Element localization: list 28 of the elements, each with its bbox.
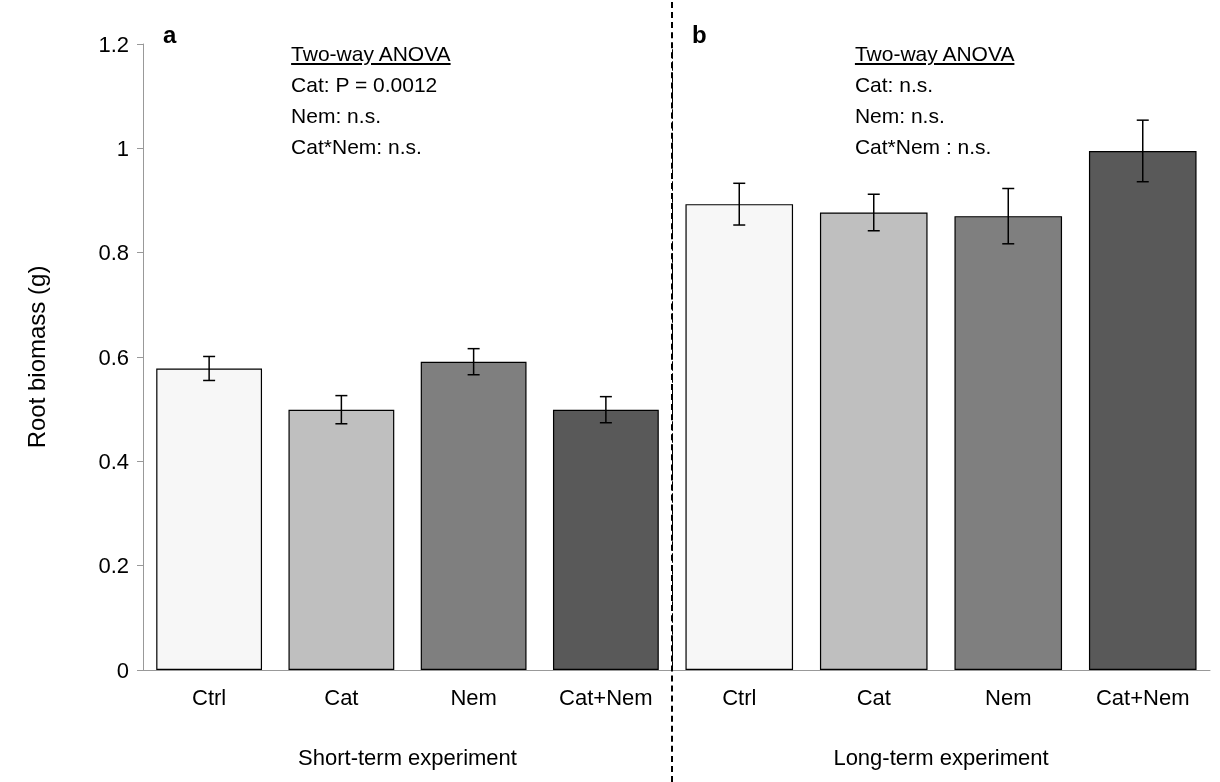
y-tick-label: 1.2: [98, 31, 129, 57]
y-axis-title: Root biomass (g): [22, 265, 50, 449]
x-tick-label: Ctrl: [722, 684, 757, 710]
chart-title: a: [163, 20, 177, 48]
annotation: Cat: n.s.: [854, 73, 934, 97]
x-tick-label: Nem: [985, 684, 1032, 710]
annotation: Cat: P = 0.0012: [291, 73, 438, 97]
x-tick-label: Cat+Nem: [559, 684, 653, 710]
chart-title: b: [692, 20, 707, 48]
annotation: Nem: n.s.: [291, 104, 381, 128]
annotation: Two-way ANOVA: [291, 42, 451, 66]
x-axis-title: Long-term experiment: [833, 744, 1049, 770]
y-tick-label: 1: [116, 135, 129, 161]
y-tick-label: 0.4: [98, 448, 129, 474]
annotation: Cat*Nem: n.s.: [291, 135, 422, 159]
x-tick-label: Ctrl: [192, 684, 227, 710]
y-tick-label: 0.6: [98, 344, 129, 370]
annotation: Cat*Nem : n.s.: [854, 135, 992, 159]
x-axis-title: Short-term experiment: [298, 744, 517, 770]
x-tick-label: Cat: [856, 684, 891, 710]
x-tick-label: Nem: [450, 684, 497, 710]
y-tick-label: 0: [116, 657, 129, 683]
x-tick-label: Cat+Nem: [1095, 684, 1190, 710]
x-tick-label: Cat: [324, 684, 359, 710]
y-tick-label: 0.8: [98, 240, 129, 266]
y-tick-label: 0.2: [98, 553, 129, 579]
annotation: Nem: n.s.: [854, 104, 945, 128]
annotation: Two-way ANOVA: [854, 42, 1015, 66]
